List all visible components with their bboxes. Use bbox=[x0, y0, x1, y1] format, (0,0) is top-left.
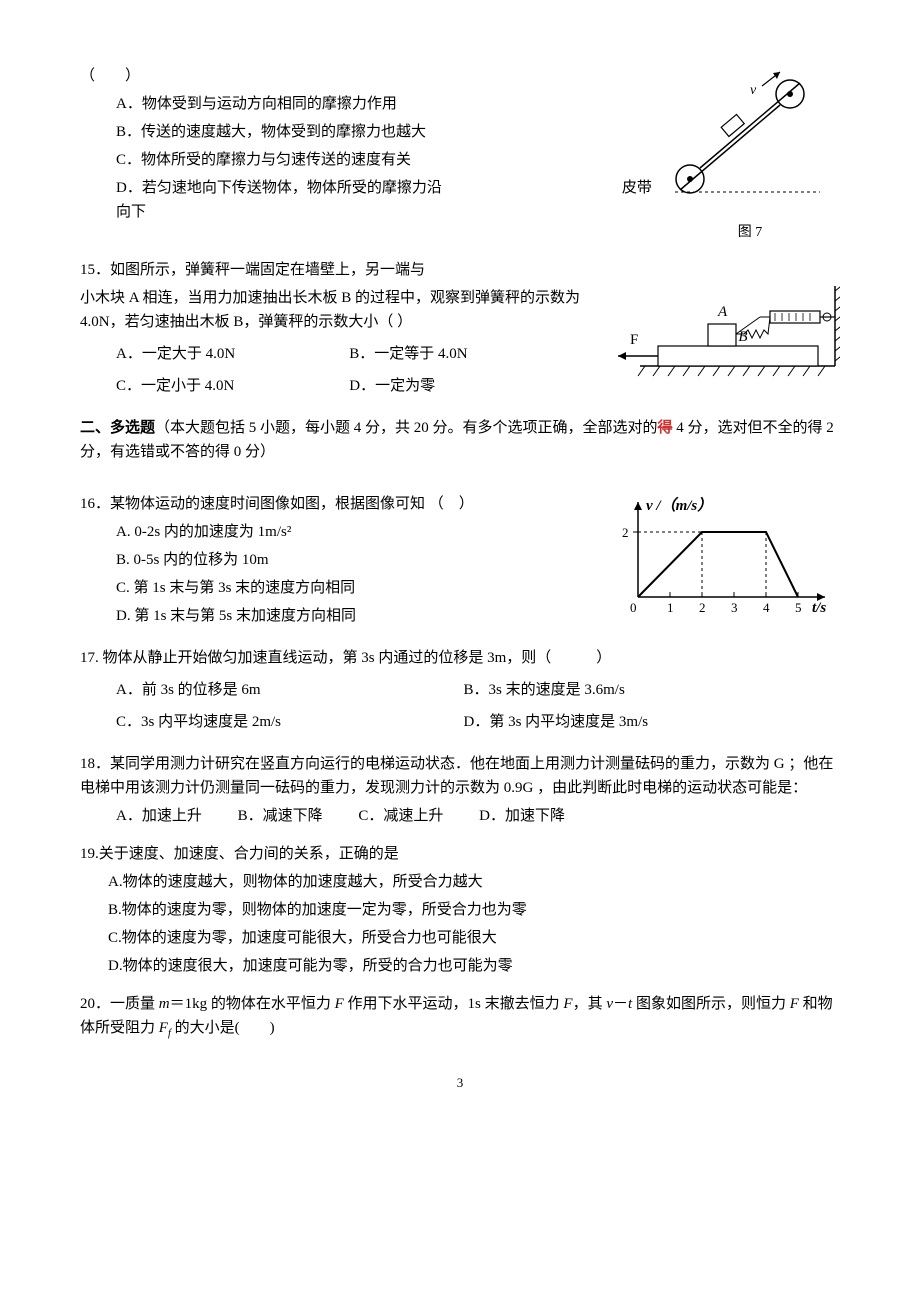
q18-options: A．加速上升 B．减速下降 C．减速上升 D．加速下降 bbox=[116, 804, 840, 828]
q19-opt-c: C.物体的速度为零，加速度可能很大，所受合力也可能很大 bbox=[108, 926, 840, 950]
q19-options: A.物体的速度越大，则物体的加速度越大，所受合力越大 B.物体的速度为零，则物体… bbox=[108, 870, 840, 978]
figure-belt-caption: 图 7 bbox=[660, 222, 840, 244]
q15-stem1: 15．如图所示，弹簧秤一端固定在墙壁上，另一端与 bbox=[80, 258, 840, 282]
section-2-lead: 二、多选题 bbox=[80, 420, 155, 436]
q15-opt-b: B．一定等于 4.0N bbox=[349, 342, 582, 366]
figure-q15: B A F bbox=[610, 286, 840, 394]
svg-text:4: 4 bbox=[763, 600, 770, 615]
question-19: 19.关于速度、加速度、合力间的关系，正确的是 A.物体的速度越大，则物体的加速… bbox=[80, 842, 840, 978]
svg-text:1: 1 bbox=[667, 600, 674, 615]
svg-text:2: 2 bbox=[622, 525, 629, 540]
q19-opt-d: D.物体的速度很大，加速度可能为零，所受的合力也可能为零 bbox=[108, 954, 840, 978]
svg-text:v: v bbox=[750, 83, 757, 98]
figure-q16: 1 2 3 4 5 0 2 v /（m/s） t/s bbox=[600, 492, 840, 630]
svg-text:0: 0 bbox=[630, 600, 637, 615]
q19-opt-b: B.物体的速度为零，则物体的加速度一定为零，所受合力也为零 bbox=[108, 898, 840, 922]
q19-stem: 19.关于速度、加速度、合力间的关系，正确的是 bbox=[80, 842, 840, 866]
q15-opt-c: C．一定小于 4.0N bbox=[116, 374, 349, 398]
q18-opt-d: D．加速下降 bbox=[479, 804, 565, 828]
question-16: 1 2 3 4 5 0 2 v /（m/s） t/s 16．某物体运动的速度时间… bbox=[80, 492, 840, 632]
question-belt: v 图 7 （ ） A．物体受到与运动方向相同的摩擦力作用 B．传送的速度越大，… bbox=[80, 64, 840, 244]
svg-text:2: 2 bbox=[699, 600, 706, 615]
spring-scale-diagram: B A F bbox=[610, 286, 840, 386]
svg-text:t/s: t/s bbox=[812, 600, 826, 616]
q17-stem: 17. 物体从静止开始做匀加速直线运动，第 3s 内通过的位移是 3m，则（ ） bbox=[80, 646, 840, 670]
q18-stem: 18．某同学用测力计研究在竖直方向运行的电梯运动状态．他在地面上用测力计测量砝码… bbox=[80, 752, 840, 800]
q17-opt-c: C．3s 内平均速度是 2m/s bbox=[116, 710, 464, 734]
q17-options: A．前 3s 的位移是 6m B．3s 末的速度是 3.6m/s C．3s 内平… bbox=[116, 674, 840, 738]
page-number: 3 bbox=[80, 1073, 840, 1094]
q17-opt-d: D．第 3s 内平均速度是 3m/s bbox=[464, 710, 812, 734]
q18-opt-c: C．减速上升 bbox=[358, 804, 443, 828]
q20-stem: 20．一质量 m＝1kg 的物体在水平恒力 F 作用下水平运动，1s 末撤去恒力… bbox=[80, 992, 840, 1043]
question-20: 20．一质量 m＝1kg 的物体在水平恒力 F 作用下水平运动，1s 末撤去恒力… bbox=[80, 992, 840, 1043]
question-18: 18．某同学用测力计研究在竖直方向运行的电梯运动状态．他在地面上用测力计测量砝码… bbox=[80, 752, 840, 828]
q15-opt-d: D．一定为零 bbox=[349, 374, 582, 398]
section-2-rest-a: （本大题包括 5 小题，每小题 4 分，共 20 分。有多个选项正确，全部选对的 bbox=[155, 420, 658, 436]
belt-diagram: v bbox=[660, 64, 840, 214]
question-17: 17. 物体从静止开始做匀加速直线运动，第 3s 内通过的位移是 3m，则（ ）… bbox=[80, 646, 840, 738]
q17-opt-a: A．前 3s 的位移是 6m bbox=[116, 678, 464, 702]
svg-text:3: 3 bbox=[731, 600, 738, 615]
question-15: B A F 15．如图所示，弹簧秤一端固定在墙壁 bbox=[80, 258, 840, 402]
section-2-red: 得 bbox=[658, 420, 673, 436]
svg-text:v /（m/s）: v /（m/s） bbox=[646, 496, 712, 514]
section-2-header: 二、多选题（本大题包括 5 小题，每小题 4 分，共 20 分。有多个选项正确，… bbox=[80, 416, 840, 464]
figure-belt: v 图 7 bbox=[660, 64, 840, 244]
q18-opt-b: B．减速下降 bbox=[238, 804, 323, 828]
label-A: A bbox=[717, 304, 728, 320]
svg-text:5: 5 bbox=[795, 600, 802, 615]
q15-options: A．一定大于 4.0N B．一定等于 4.0N C．一定小于 4.0N D．一定… bbox=[116, 338, 602, 402]
q19-opt-a: A.物体的速度越大，则物体的加速度越大，所受合力越大 bbox=[108, 870, 840, 894]
label-F: F bbox=[630, 332, 638, 348]
vt-chart: 1 2 3 4 5 0 2 v /（m/s） t/s bbox=[600, 492, 840, 622]
q17-opt-b: B．3s 末的速度是 3.6m/s bbox=[464, 678, 812, 702]
q15-opt-a: A．一定大于 4.0N bbox=[116, 342, 349, 366]
q18-opt-a: A．加速上升 bbox=[116, 804, 202, 828]
